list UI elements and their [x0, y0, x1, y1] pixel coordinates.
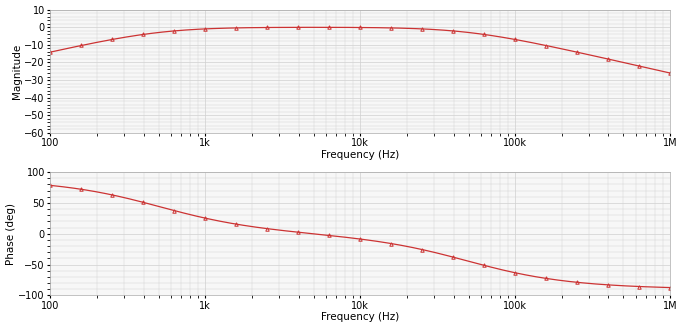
Y-axis label: Phase (deg): Phase (deg)	[5, 203, 16, 265]
Y-axis label: Magnitude: Magnitude	[12, 44, 22, 99]
X-axis label: Frequency (Hz): Frequency (Hz)	[321, 150, 400, 160]
X-axis label: Frequency (Hz): Frequency (Hz)	[321, 313, 400, 322]
